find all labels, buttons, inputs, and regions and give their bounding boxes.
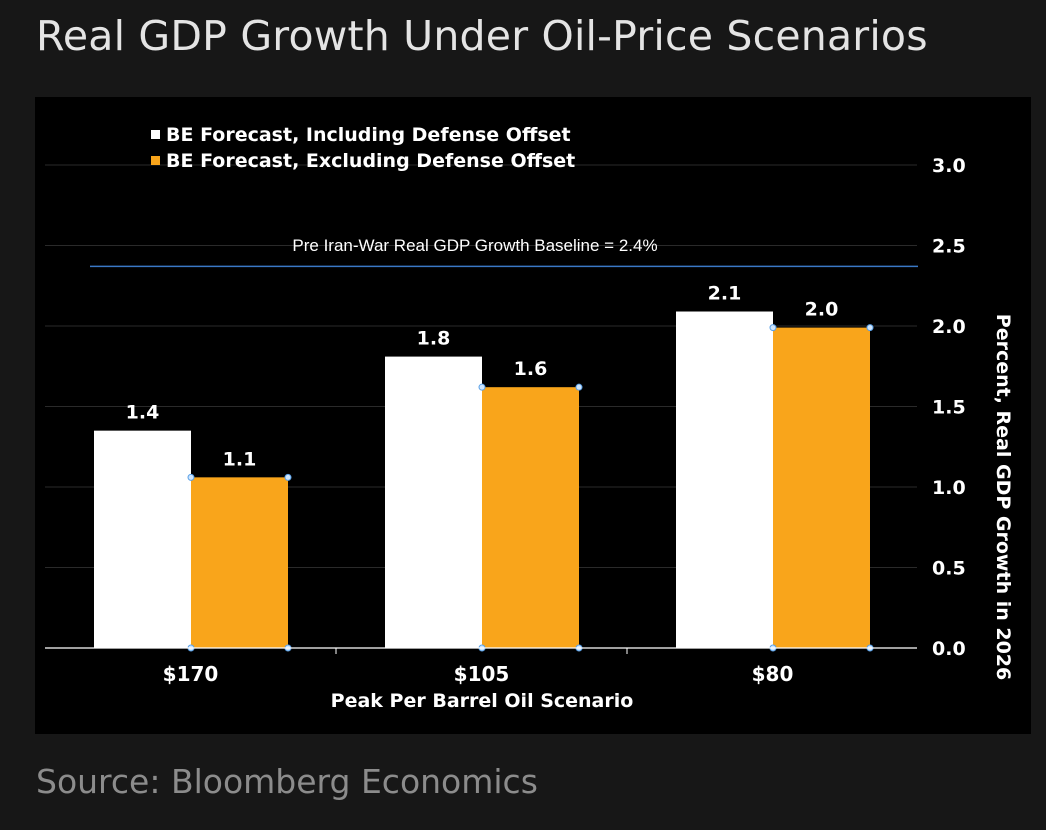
- x-tick-label: $80: [752, 662, 794, 686]
- bar-value-label: 2.1: [708, 283, 742, 305]
- y-tick-label: 2.5: [932, 236, 966, 258]
- bar-including-1: [94, 430, 191, 648]
- bar-selection-handle: [575, 383, 583, 391]
- source-note: Source: Bloomberg Economics: [36, 762, 538, 801]
- x-tick-label: $170: [163, 662, 219, 686]
- legend-swatch-1: [151, 130, 160, 139]
- page-title: Real GDP Growth Under Oil-Price Scenario…: [36, 12, 928, 60]
- bar-value-label: 2.0: [805, 299, 839, 321]
- y-axis-title: Percent, Real GDP Growth in 2026: [992, 314, 1014, 680]
- x-tick-label: $105: [454, 662, 510, 686]
- bar-value-label: 1.8: [417, 328, 451, 350]
- bar-excluding-1: [191, 477, 288, 648]
- legend-label-2: BE Forecast, Excluding Defense Offset: [166, 150, 575, 172]
- bar-value-label: 1.4: [126, 402, 160, 424]
- y-tick-label: 2.0: [932, 316, 966, 338]
- bar-selection-handle: [866, 324, 874, 332]
- y-tick-label: 1.5: [932, 397, 966, 419]
- bar-chart: BE Forecast, Including Defense Offset BE …: [45, 124, 1014, 712]
- x-axis-title: Peak Per Barrel Oil Scenario: [331, 690, 634, 712]
- chart-panel: BE Forecast, Including Defense Offset BE …: [35, 97, 1031, 734]
- bar-including-2: [385, 356, 482, 648]
- bar-selection-handle: [187, 473, 195, 481]
- y-tick-label: 0.5: [932, 558, 966, 580]
- bar-excluding-3: [773, 327, 870, 648]
- bar-excluding-2: [482, 387, 579, 648]
- bar-including-3: [676, 311, 773, 648]
- bar-value-label: 1.1: [223, 448, 257, 470]
- baseline-reference-label: Pre Iran-War Real GDP Growth Baseline = …: [292, 236, 657, 255]
- legend-label-1: BE Forecast, Including Defense Offset: [166, 124, 571, 146]
- bar-selection-handle: [769, 324, 777, 332]
- y-tick-label: 0.0: [932, 638, 966, 660]
- bar-selection-handle: [284, 473, 292, 481]
- legend-swatch-2: [151, 156, 160, 165]
- bar-value-label: 1.6: [514, 358, 548, 380]
- bar-selection-handle: [478, 383, 486, 391]
- y-tick-label: 1.0: [932, 477, 966, 499]
- y-tick-label: 3.0: [932, 155, 966, 177]
